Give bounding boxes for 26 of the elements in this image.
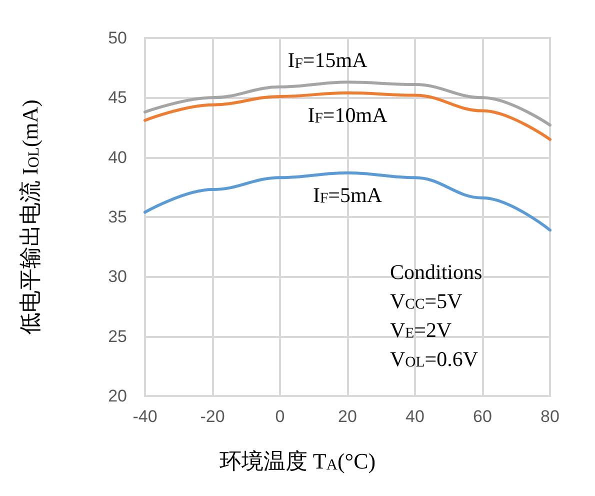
x-tick-label: -20 — [200, 407, 225, 426]
annotation: VCC=5V — [390, 289, 462, 313]
x-tick-label: 20 — [338, 407, 357, 426]
y-tick-label: 20 — [108, 386, 127, 406]
y-tick-label: 35 — [108, 208, 127, 226]
y-tick-label: 45 — [108, 88, 127, 108]
x-tick-label: 40 — [406, 407, 424, 426]
x-tick-label: 60 — [473, 407, 492, 426]
y-tick-label: 50 — [108, 28, 127, 48]
series-label: IF=15mA — [288, 48, 368, 72]
y-axis-title: 低电平输出电流 IOL(mA) — [18, 100, 42, 334]
x-axis-title: 环境温度 TA(°C) — [219, 448, 376, 474]
y-tick-label: 30 — [108, 267, 127, 286]
series-label: IF=5mA — [312, 182, 383, 207]
line-series — [144, 91, 552, 141]
y-tick-label: 25 — [108, 326, 127, 346]
annotation: VOL=0.6V — [390, 347, 478, 371]
x-tick-label: 80 — [540, 407, 560, 426]
x-tick-label: 0 — [275, 407, 285, 426]
x-tick-label: -40 — [132, 407, 158, 426]
annotation: VE=2V — [390, 318, 452, 342]
line-series — [144, 80, 552, 127]
line-series — [144, 171, 552, 232]
series-label: IF=10mA — [308, 102, 388, 127]
y-tick-label: 40 — [108, 148, 127, 167]
annotation: Conditions — [390, 260, 482, 284]
